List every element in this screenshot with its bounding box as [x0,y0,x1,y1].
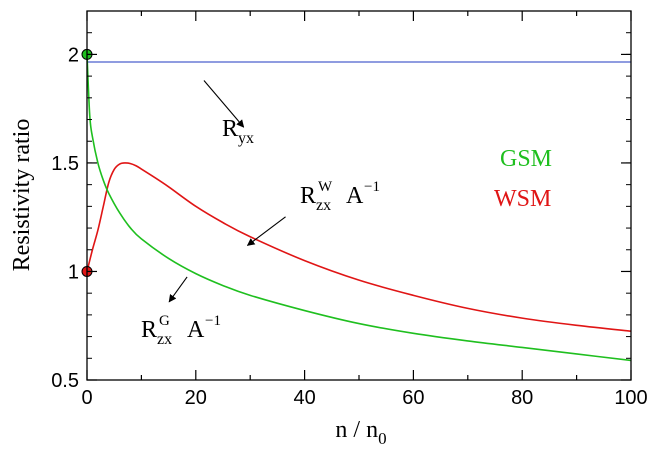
y-axis-label: Resistivity ratio [9,119,35,272]
annotation-base: R [141,317,157,343]
y-tick-label: 0.5 [51,370,79,392]
legend-entry: WSM [494,186,551,212]
x-tick-label: 100 [614,387,647,409]
annotation-suffix: A [187,317,205,343]
annotation-base: R [300,183,316,209]
axes: 0 20 40 60 80 100 0.5 1 1.5 2 [51,10,648,409]
annotation-base: R [222,116,238,142]
series-line-2 [87,54,631,362]
x-axis-label-sub: 0 [378,429,387,448]
x-tick-label: 60 [402,387,424,409]
legend-entry: GSM [500,146,552,172]
annotation-subscript: zx [316,197,331,214]
x-tick-label: 0 [81,387,92,409]
annotation-suffix-exponent: −1 [364,179,380,195]
y-tick-label: 2 [68,44,79,66]
y-tick-label: 1.5 [51,153,79,175]
annotation-label: R Wzx A −1 [300,179,380,214]
annotation-subscript: yx [238,130,254,147]
x-axis-label: n / n0 [335,417,386,448]
plot-series [87,54,631,362]
y-tick-label: 1 [68,261,79,283]
x-axis-label-main: n / n [335,417,378,443]
annotation-subscript: zx [157,331,172,348]
annotation-superscript: W [318,179,333,195]
annotation-arrow [246,216,286,246]
annotation-suffix-exponent: −1 [205,313,221,329]
annotation-suffix: A [346,183,364,209]
annotation-label: R Gzx A −1 [141,313,221,348]
x-tick-label: 40 [293,387,315,409]
x-tick-label: 80 [511,387,533,409]
x-tick-label: 20 [185,387,207,409]
annotation-arrow [168,276,188,303]
annotation-superscript: G [159,313,170,329]
annotation-arrow [203,80,245,128]
legend: GSM WSM [494,146,552,212]
